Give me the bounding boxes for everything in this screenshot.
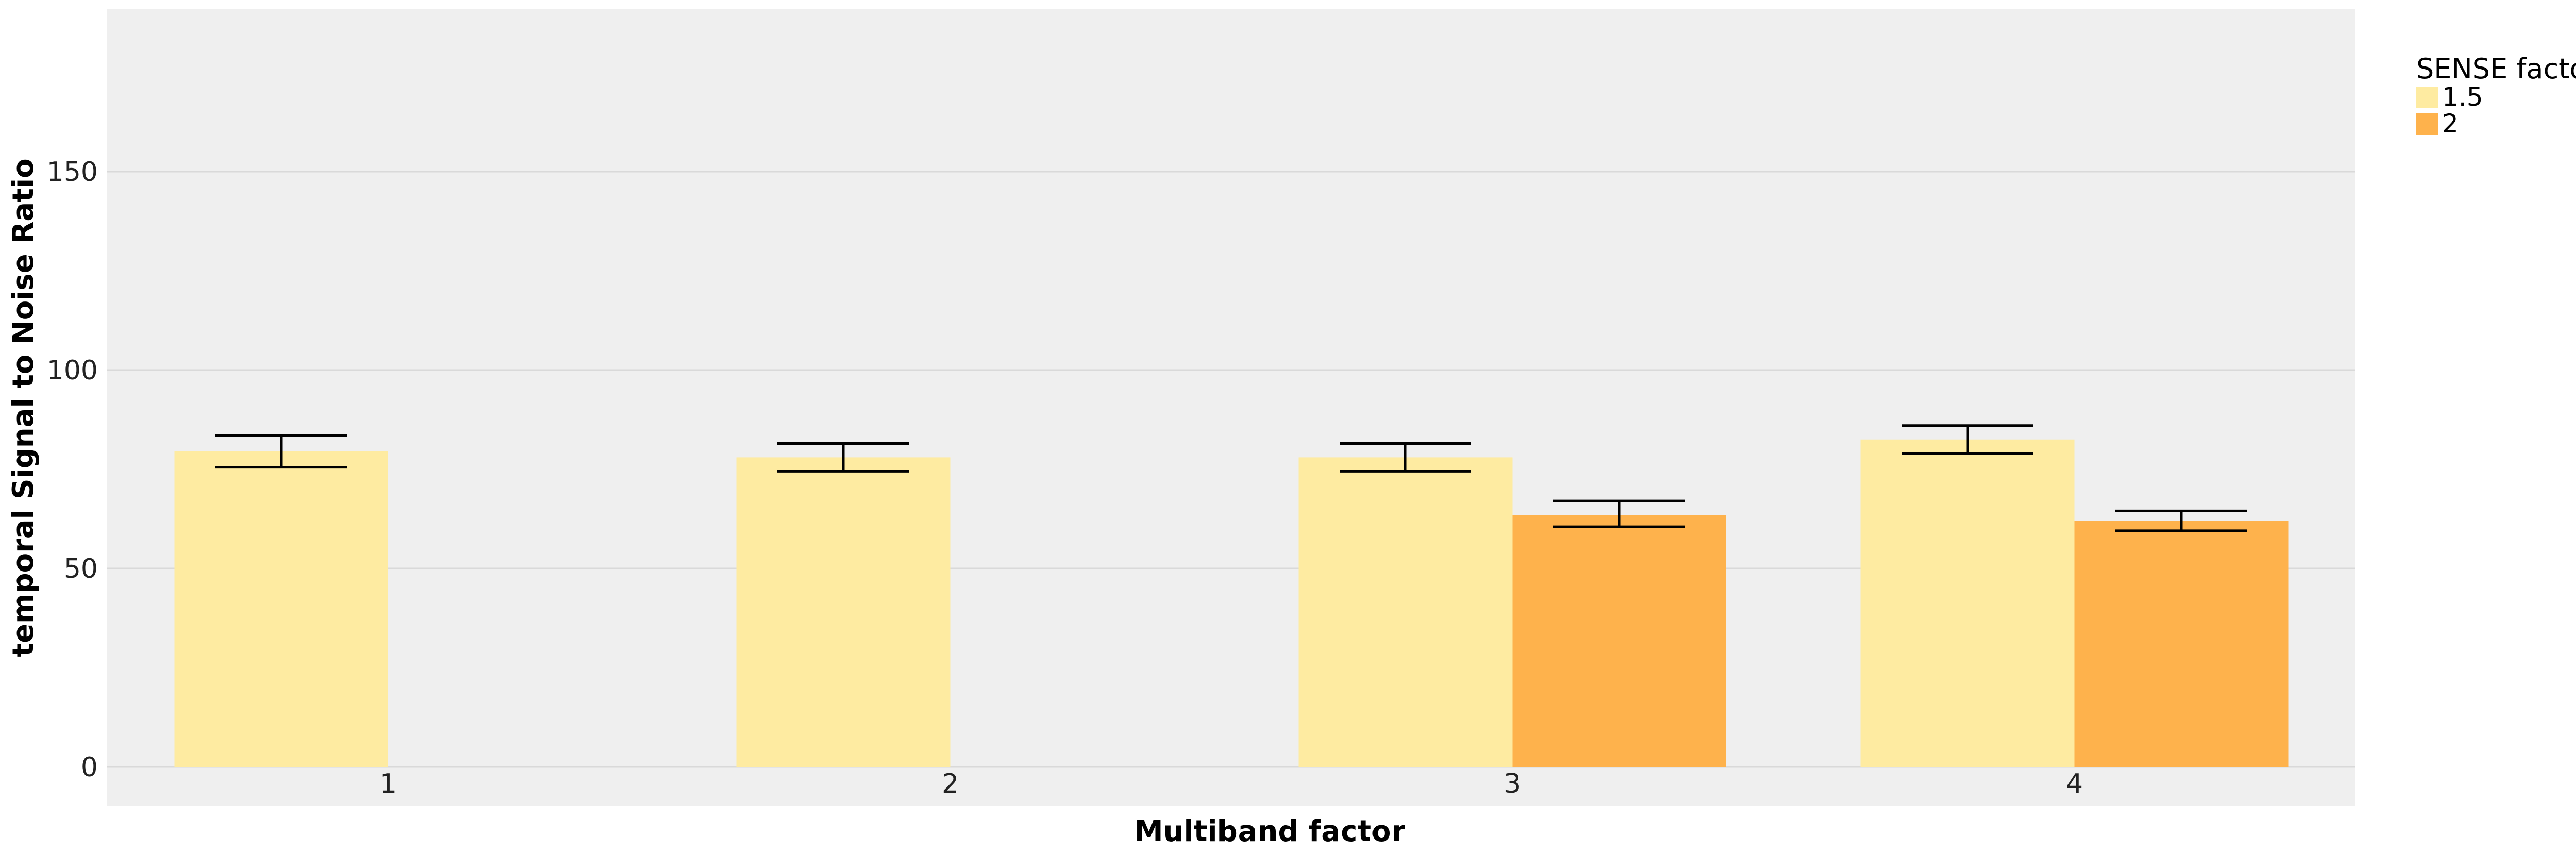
legend-label-2: 2 xyxy=(2442,109,2459,139)
bar-mb1-sense-1.5 xyxy=(174,451,388,767)
x-tick-label-1: 1 xyxy=(380,768,397,799)
bar-mb3-sense-2 xyxy=(1512,515,1726,767)
bars xyxy=(174,439,2289,767)
bar-mb2-sense-1.5 xyxy=(736,457,951,767)
y-tick-label-0: 0 xyxy=(81,752,98,783)
legend-swatch-1.5 xyxy=(2416,87,2438,108)
bar-mb4-sense-2 xyxy=(2074,521,2289,767)
y-tick-label-150: 150 xyxy=(47,157,98,188)
error-bar-mb4-sense-2 xyxy=(2115,509,2247,532)
y-tick-labels: 0 50 100 150 xyxy=(47,157,98,783)
x-tick-label-2: 2 xyxy=(942,768,959,799)
error-bar-mb2-sense-1.5 xyxy=(777,442,909,473)
x-tick-label-4: 4 xyxy=(2066,768,2083,799)
error-bar-mb3-sense-2 xyxy=(1553,499,1685,528)
error-bar-mb4-sense-1.5 xyxy=(1902,424,2033,455)
y-tick-label-100: 100 xyxy=(47,355,98,386)
x-tick-labels: 1 2 3 4 xyxy=(380,768,2083,799)
legend-title: SENSE factor xyxy=(2416,53,2576,85)
legend-swatch-2 xyxy=(2416,113,2438,135)
error-bar-mb1-sense-1.5 xyxy=(215,434,347,469)
legend-label-1.5: 1.5 xyxy=(2442,82,2483,112)
x-tick-label-3: 3 xyxy=(1504,768,1521,799)
bar-mb3-sense-1.5 xyxy=(1298,457,1513,767)
error-bar-mb3-sense-1.5 xyxy=(1340,442,1471,473)
bar-mb4-sense-1.5 xyxy=(1860,439,2075,767)
y-axis-title: temporal Signal to Noise Ratio xyxy=(7,158,40,657)
error-bars xyxy=(215,424,2247,532)
legend-items: 1.52 xyxy=(2416,82,2483,139)
x-axis-title: Multiband factor xyxy=(1134,815,1406,848)
legend: SENSE factor 1.52 xyxy=(2416,53,2576,139)
y-tick-label-50: 50 xyxy=(64,554,98,584)
